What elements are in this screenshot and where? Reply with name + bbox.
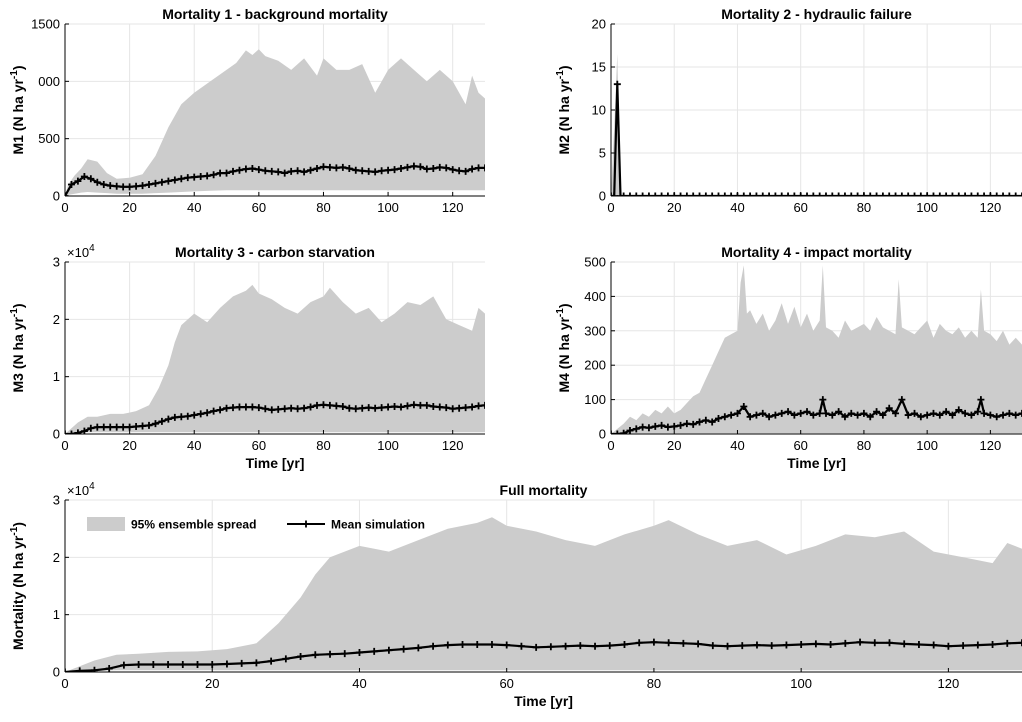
x-axis-label-full: Time [yr] [514,693,573,709]
x-tick-label-m3-40: 40 [187,438,201,453]
y-axis-label-m1: M1 (N ha yr-1) [9,65,26,154]
y-tick-label-full-1: 1 [53,607,60,622]
x-tick-label-m3-120: 120 [442,438,464,453]
x-tick-label-m2-100: 100 [916,200,938,215]
x-tick-label-m4-40: 40 [730,438,744,453]
panel-m3: 0 20 40 60 80 100 120 0 1 2 3 Mortality 3 - carbon … [9,243,489,471]
y-tick-label-m4-200: 200 [584,358,606,373]
y-tick-label-full-3: 3 [53,493,60,508]
x-tick-label-m2-60: 60 [793,200,807,215]
y-tick-label-m2-5: 5 [599,146,606,161]
x-tick-label-m1-60: 60 [252,200,266,215]
x-tick-label-m1-120: 120 [442,200,464,215]
panel-m1: 0 20 40 60 80 100 120 0 500 000 1500 Mortality 1 - … [9,6,489,215]
y-tick-label-m3-0: 0 [53,427,60,442]
x-tick-label-m2-0: 0 [607,200,614,215]
y-tick-label-m1-1000: 000 [38,74,60,89]
y-axis-label-m2: M2 (N ha yr-1) [555,65,572,154]
exponent-label-full: ×104 [67,481,95,498]
y-tick-label-m3-3: 3 [53,255,60,270]
panel-title-m4: Mortality 4 - impact mortality [721,244,912,260]
x-tick-label-m3-100: 100 [377,438,399,453]
x-tick-label-full-20: 20 [205,676,219,691]
panel-m2: 0 20 40 60 80 100 120 0 5 10 15 20 Mortality 2 - hyd… [555,6,1022,215]
y-tick-label-m2-20: 20 [592,17,606,32]
y-tick-label-m2-15: 15 [592,60,606,75]
x-tick-label-m4-120: 120 [980,438,1002,453]
x-tick-label-m3-60: 60 [252,438,266,453]
x-tick-label-m3-80: 80 [316,438,330,453]
y-axis-label-m4: M4 (N ha yr-1) [555,303,572,392]
legend: 95% ensemble spread Mean simulation [87,517,425,532]
y-tick-label-m3-1: 1 [53,369,60,384]
x-tick-label-m4-0: 0 [607,438,614,453]
legend-spread-label: 95% ensemble spread [131,518,256,532]
x-tick-label-full-80: 80 [647,676,661,691]
x-tick-label-full-120: 120 [938,676,960,691]
y-tick-label-m2-0: 0 [599,189,606,204]
x-tick-label-m1-0: 0 [61,200,68,215]
x-tick-label-m1-80: 80 [316,200,330,215]
y-tick-label-m1-0: 0 [53,189,60,204]
x-tick-label-m2-20: 20 [667,200,681,215]
panel-title-m1: Mortality 1 - background mortality [162,6,388,22]
panel-m4: 0 20 40 60 80 100 120 0 100 200 300 400 500 Mortality… [555,244,1022,471]
x-tick-label-full-100: 100 [790,676,812,691]
panel-title-full: Full mortality [500,482,588,498]
legend-spread-swatch [87,517,125,531]
x-tick-label-m4-100: 100 [916,438,938,453]
x-tick-label-m2-120: 120 [980,200,1002,215]
x-tick-label-m1-40: 40 [187,200,201,215]
x-tick-label-m2-80: 80 [857,200,871,215]
y-tick-label-m4-100: 100 [584,392,606,407]
x-tick-label-m4-20: 20 [667,438,681,453]
y-tick-label-m4-400: 400 [584,289,606,304]
y-tick-label-m1-1500: 1500 [31,17,60,32]
x-tick-label-m3-0: 0 [61,438,68,453]
panel-title-m3: Mortality 3 - carbon starvation [175,244,375,260]
panel-full: 0 20 40 60 80 100 120 0 1 2 3 Full mortality ×104 Tim… [9,481,1022,709]
x-tick-label-m1-20: 20 [122,200,136,215]
x-tick-label-full-60: 60 [499,676,513,691]
y-tick-label-m1-500: 500 [38,131,60,146]
y-tick-label-full-0: 0 [53,665,60,680]
exponent-label-m3: ×104 [67,243,95,260]
x-tick-label-full-40: 40 [352,676,366,691]
legend-mean-label: Mean simulation [331,518,425,532]
x-tick-label-m3-20: 20 [122,438,136,453]
x-tick-label-m4-60: 60 [793,438,807,453]
y-tick-label-m3-2: 2 [53,312,60,327]
y-axis-label-m3: M3 (N ha yr-1) [9,303,26,392]
y-tick-label-m4-500: 500 [584,255,606,270]
y-tick-label-m4-300: 300 [584,323,606,338]
y-tick-label-full-2: 2 [53,550,60,565]
y-axis-label-full: Mortality (N ha yr-1) [9,522,26,650]
x-tick-label-full-0: 0 [61,676,68,691]
x-tick-label-m4-80: 80 [857,438,871,453]
x-axis-label-m3: Time [yr] [246,455,305,471]
y-tick-label-m4-0: 0 [599,427,606,442]
x-tick-label-m1-100: 100 [377,200,399,215]
panel-title-m2: Mortality 2 - hydraulic failure [721,6,912,22]
x-tick-label-m2-40: 40 [730,200,744,215]
y-tick-label-m2-10: 10 [592,103,606,118]
x-axis-label-m4: Time [yr] [787,455,846,471]
